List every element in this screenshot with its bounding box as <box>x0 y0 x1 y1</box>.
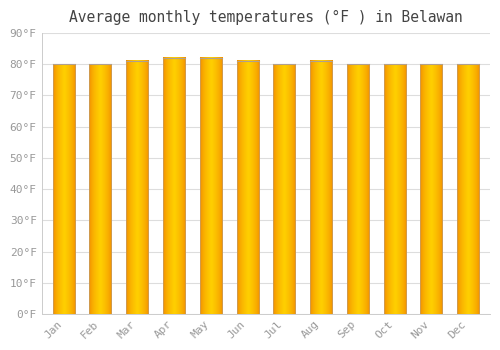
Title: Average monthly temperatures (°F ) in Belawan: Average monthly temperatures (°F ) in Be… <box>69 10 463 25</box>
